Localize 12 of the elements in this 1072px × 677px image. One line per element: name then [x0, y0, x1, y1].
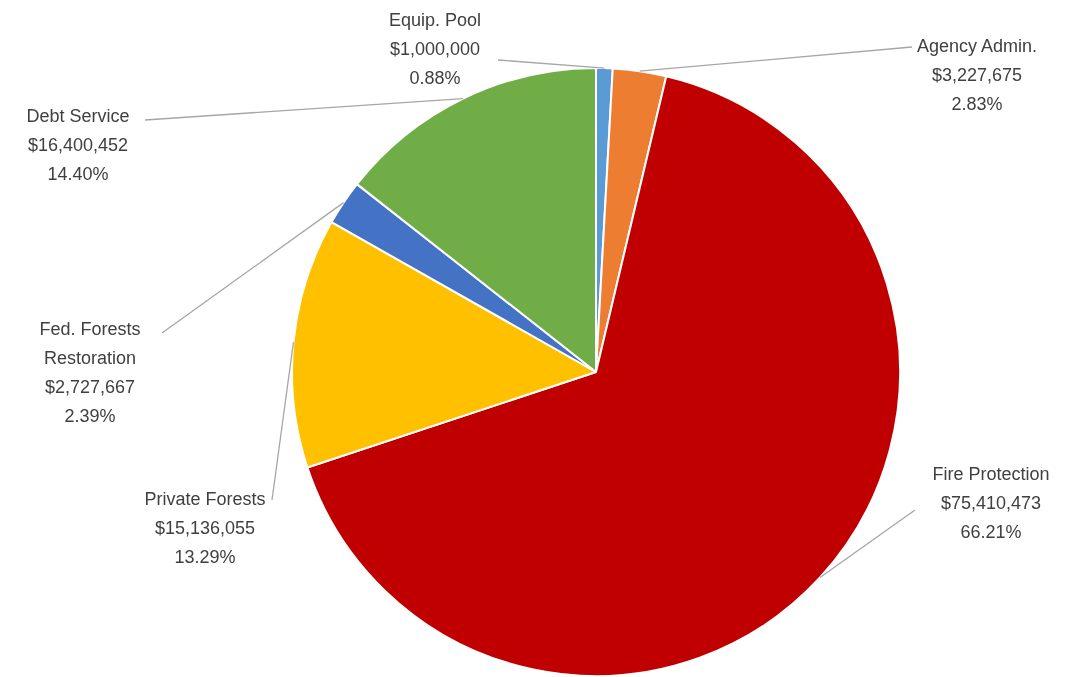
slice-label: Fed. Forests Restoration — [39, 319, 141, 368]
slice-label: Debt Service — [26, 106, 130, 126]
data-label: $2,727,667 2.39% — [44, 377, 136, 426]
data-label: $1,000,000 0.88% — [389, 39, 481, 88]
data-label: $15,136,055 13.29% — [154, 518, 256, 567]
data-label: $75,410,473 66.21% — [940, 493, 1042, 542]
slice-label: Fire Protection — [932, 464, 1050, 484]
slice-label: Agency Admin. — [916, 36, 1038, 56]
data-label: $16,400,452 14.40% — [27, 135, 129, 184]
data-label: $3,227,675 2.83% — [931, 65, 1023, 114]
slice-label: Private Forests — [144, 489, 266, 509]
slice-label: Equip. Pool — [388, 10, 482, 30]
